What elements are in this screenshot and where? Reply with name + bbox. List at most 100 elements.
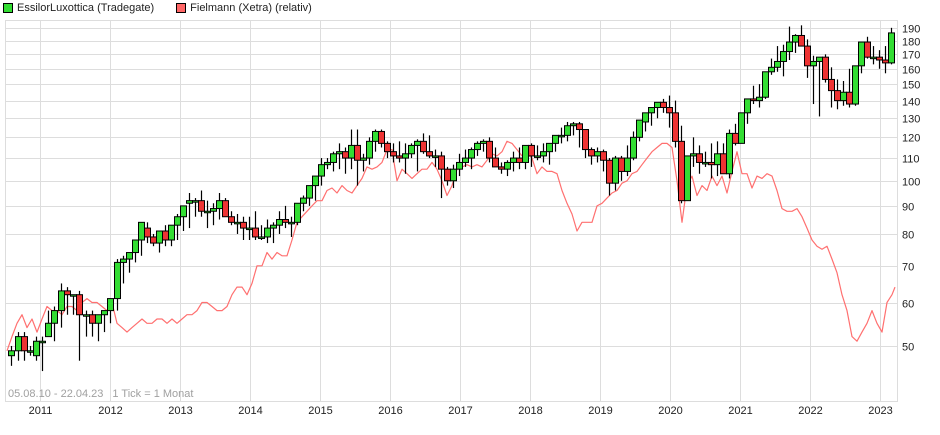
candle-body [774,60,781,68]
candle-body [354,144,361,161]
candle [816,56,823,117]
candle-body [750,98,757,102]
candle-body [684,155,691,202]
legend-item-fielmann: Fielmann (Xetra) (relativ) [176,2,312,14]
candle-body [144,227,151,238]
candle-body [330,153,337,163]
candle [107,298,114,324]
candle [480,139,487,152]
candle-body [258,236,265,239]
candle [83,310,90,337]
candle [51,306,58,342]
candle [630,131,637,161]
candle [456,153,463,177]
candle-body [522,144,529,163]
candle-body [45,322,52,338]
candle [204,200,211,229]
candle [354,129,361,186]
candle-body [516,157,523,163]
candle [876,50,883,69]
legend-label-fielmann: Fielmann (Xetra) (relativ) [190,2,312,14]
candle-body [504,161,511,170]
x-tick-label: 2016 [378,405,402,417]
candle-body [132,239,139,254]
y-tick-label: 50 [902,342,914,354]
candle-body [834,90,841,102]
candle-body [714,153,721,166]
candle [666,95,673,128]
candle [138,221,145,256]
candle [444,166,451,186]
candle-body [828,78,835,92]
candle [792,34,799,53]
candle-body [588,149,595,157]
candle [192,198,199,217]
candle [438,151,445,199]
candle [270,222,277,244]
candle [492,147,499,168]
candle-body [318,164,325,177]
candle [486,137,493,163]
y-tick-label: 80 [902,230,914,242]
candle-body [210,208,217,212]
candle [252,211,259,240]
y-tick-label: 100 [902,177,920,189]
x-tick-label: 2018 [518,405,542,417]
candle-body [246,227,253,231]
candle-body [21,336,28,352]
candle-body [306,185,313,199]
candle-body [744,98,751,114]
y-tick-label: 160 [902,65,920,77]
candle [756,84,763,108]
date-range-label: 05.08.10 - 22.04.23 1 Tick = 1 Monat [8,388,193,400]
candle-body [720,153,727,175]
candle [70,294,77,315]
plot-frame [5,20,898,402]
candle-body [654,101,661,109]
candle-body [816,56,823,62]
candle-body [594,151,601,157]
candle [570,121,577,136]
x-tick-label: 2015 [308,405,332,417]
candle [450,164,457,189]
candle-body [384,142,391,153]
candle-body [642,112,649,123]
candle-body [252,227,259,238]
candle-body [810,60,817,67]
y-tick-label: 170 [902,50,920,62]
x-tick-label: 2019 [588,405,612,417]
candle [264,219,271,244]
candle-body [270,224,277,229]
candle-body [114,261,121,300]
candle [738,112,745,144]
candle [462,149,469,167]
candle [186,193,193,229]
candle-body [95,314,102,324]
candle [101,310,108,333]
candle [660,98,667,113]
candle [504,160,511,177]
candle-body [864,41,871,58]
y-tick-label: 140 [902,97,920,109]
candle-body [51,310,58,324]
candle-body [630,136,637,159]
candle-body [240,221,247,229]
candle [372,129,379,152]
candle [76,290,83,361]
candle-body [39,340,46,344]
candle-body [89,314,96,324]
candle-body [216,200,223,210]
candle-body [414,140,421,146]
candle-body [540,151,547,157]
candle [528,143,535,167]
x-tick-label: 2011 [29,405,53,417]
candle-body [432,155,439,158]
candle [156,230,163,253]
candle [672,100,679,148]
candle-body [402,153,409,159]
candle [822,54,829,83]
candle [798,25,805,47]
candle-body [76,294,83,316]
candle-body [264,227,271,238]
